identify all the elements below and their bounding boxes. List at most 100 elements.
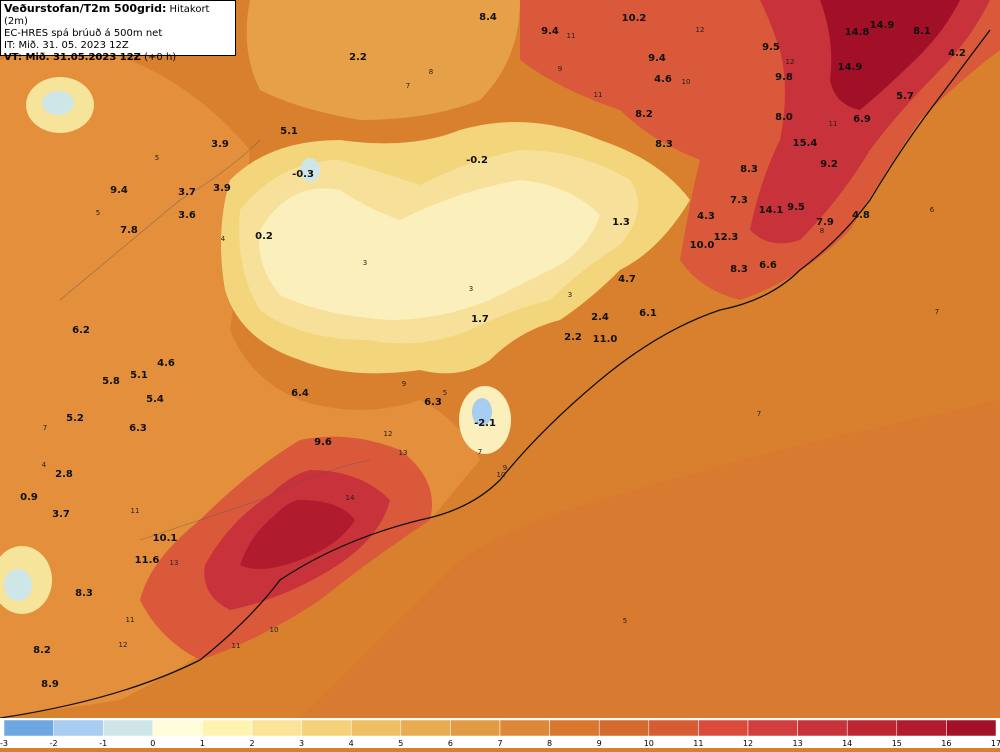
valid-offset: (+0 h) (144, 52, 177, 63)
temperature-label: 6.9 (853, 114, 871, 125)
temperature-label: 6.3 (129, 423, 147, 434)
contour-label: 3 (568, 291, 572, 299)
contour-label: 11 (126, 616, 135, 624)
contour-label: 6 (930, 206, 935, 214)
temperature-label: 12.3 (714, 232, 739, 243)
temperature-label: 8.2 (635, 109, 653, 120)
contour-label: 11 (567, 32, 576, 40)
temperature-label: 10.1 (153, 533, 178, 544)
temperature-label: 5.7 (896, 91, 914, 102)
contour-label: 4 (221, 235, 226, 243)
contour-label: 12 (786, 58, 795, 66)
glacier-southwest-ice (4, 569, 32, 601)
contour-label: 12 (119, 641, 128, 649)
temperature-label: 8.9 (41, 679, 59, 690)
legend-tick-label: -2 (50, 739, 58, 748)
temperature-label: 14.9 (838, 62, 863, 73)
highland-core (259, 180, 600, 320)
temperature-label: 5.8 (102, 376, 120, 387)
temperature-label: 0.2 (255, 231, 273, 242)
temperature-label: 10.0 (690, 240, 715, 251)
temperature-label: 5.4 (146, 394, 164, 405)
temperature-label: 6.2 (72, 325, 90, 336)
temperature-label: 9.5 (787, 202, 805, 213)
legend-swatch (598, 719, 650, 737)
legend-swatch (102, 719, 154, 737)
contour-label: 9 (558, 65, 562, 73)
legend-tick-label: 2 (249, 739, 254, 748)
temperature-label: 3.9 (213, 183, 231, 194)
glacier-west-ice (42, 91, 74, 115)
contour-label: 5 (96, 209, 100, 217)
temperature-label: 8.3 (75, 588, 93, 599)
color-legend: -3 -2 -1 0 1 2 3 4 5 6 7 8 9 10 11 12 13 14 15 16 17 (0, 718, 1000, 748)
temperature-label: 9.8 (775, 72, 793, 83)
temperature-label: 2.4 (591, 312, 609, 323)
temperature-label: 0.9 (20, 492, 38, 503)
contour-label: 11 (232, 642, 241, 650)
temperature-label: 2.2 (349, 52, 367, 63)
model-line: EC-HRES spá brúuð á 500m net (4, 28, 163, 39)
legend-tick-label: 3 (299, 739, 304, 748)
legend-tick-label: 5 (398, 739, 403, 748)
legend-swatch (152, 719, 203, 737)
glacier-central-ice (472, 398, 492, 426)
contour-label: 12 (384, 430, 393, 438)
temperature-label: 15.4 (793, 138, 818, 149)
legend-tick-label: 7 (497, 739, 502, 748)
temperature-label: 3.7 (52, 509, 70, 520)
legend-tick-label: 0 (150, 739, 155, 748)
legend-tick-label: -1 (99, 739, 107, 748)
legend-swatch (202, 719, 253, 737)
legend-swatch (251, 719, 302, 737)
contour-label: 10 (682, 78, 691, 86)
temperature-label: 6.3 (424, 397, 442, 408)
temperature-label: -2.1 (474, 418, 496, 429)
legend-swatch (747, 719, 798, 737)
contour-label: 3 (469, 285, 473, 293)
legend-tick-label: 8 (547, 739, 552, 748)
legend-swatch (3, 719, 54, 737)
temperature-label: 9.2 (820, 159, 838, 170)
temperature-label: 4.7 (618, 274, 636, 285)
legend-swatch (797, 719, 848, 737)
info-box: Veðurstofan/T2m 500grid: Hitakort (2m) E… (0, 0, 236, 63)
temperature-label: 2.8 (55, 469, 73, 480)
temperature-label: 1.7 (471, 314, 489, 325)
temperature-label: 3.6 (178, 210, 196, 221)
temperature-label: -0.2 (466, 155, 488, 166)
temperature-map: 1112911101211785543337678101112131413109… (0, 0, 1000, 718)
temperature-label: 9.6 (314, 437, 332, 448)
temperature-label: 3.7 (178, 187, 196, 198)
temperature-label: 1.3 (612, 217, 630, 228)
legend-tick-label: 4 (349, 739, 354, 748)
temperature-label: 8.1 (913, 26, 931, 37)
temperature-label: 3.9 (211, 139, 229, 150)
temperature-label: 9.4 (648, 53, 666, 64)
temperature-label: 4.6 (654, 74, 672, 85)
legend-bar: -3 -2 -1 0 1 2 3 4 5 6 7 8 9 10 11 12 13 14 15 16 17 (0, 719, 1000, 748)
contour-label: 11 (594, 91, 603, 99)
temperature-label: 4.6 (157, 358, 175, 369)
contour-label: 5 (155, 154, 159, 162)
legend-tick-label: 6 (448, 739, 453, 748)
legend-tick-label: 13 (793, 739, 803, 748)
legend-tick-label: 10 (644, 739, 654, 748)
contour-label: 13 (399, 449, 408, 457)
east-hot-peak (820, 0, 960, 110)
legend-tick-label: 17 (991, 739, 1000, 748)
contour-label: 4 (42, 461, 47, 469)
contour-label: 8 (820, 227, 824, 235)
legend-swatch (499, 719, 550, 737)
contour-label: 3 (363, 259, 367, 267)
south-coastline (0, 29, 991, 718)
legend-swatch (400, 719, 451, 737)
temperature-label: 6.4 (291, 388, 309, 399)
legend-swatch (648, 719, 699, 737)
east-hot-core (750, 0, 990, 244)
land-west (0, 50, 480, 718)
legend-swatch (350, 719, 402, 737)
valid-line: VT: Mið. 31.05.2023 12Z (+0 h) (4, 52, 232, 64)
legend-tick-label: 16 (941, 739, 951, 748)
contour-label: 8 (429, 68, 433, 76)
